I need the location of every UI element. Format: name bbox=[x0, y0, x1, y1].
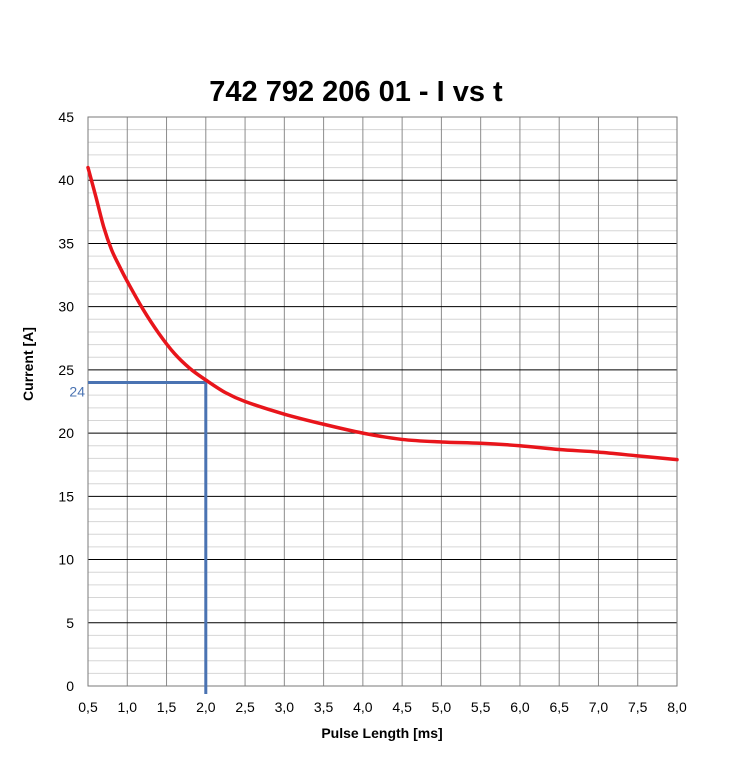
x-tick-label: 3,0 bbox=[275, 699, 295, 715]
x-tick-label: 7,5 bbox=[628, 699, 648, 715]
x-axis-ticks: 0,5 1,0 1,5 2,0 2,5 3,0 3,5 4,0 4,5 5,0 5,5 6,0 6,5 7… bbox=[78, 699, 687, 715]
value-marker: 24 bbox=[69, 381, 208, 694]
y-tick-label: 35 bbox=[58, 235, 74, 251]
x-tick-label: 1,5 bbox=[157, 699, 177, 715]
plot-series bbox=[86, 165, 679, 462]
y-tick-label: 5 bbox=[66, 615, 74, 631]
x-tick-label: 3,5 bbox=[314, 699, 334, 715]
x-tick-label: 2,0 bbox=[196, 699, 216, 715]
x-tick-label: 5,0 bbox=[432, 699, 452, 715]
marker-label: 24 bbox=[69, 384, 85, 400]
y-tick-label: 10 bbox=[58, 552, 74, 568]
y-axis-title: Current [A] bbox=[20, 327, 36, 401]
x-axis-title: Pulse Length [ms] bbox=[321, 725, 442, 741]
y-tick-label: 20 bbox=[58, 425, 74, 441]
y-tick-label: 25 bbox=[58, 362, 74, 378]
x-tick-label: 0,5 bbox=[78, 699, 98, 715]
y-tick-label: 45 bbox=[58, 109, 74, 125]
x-tick-label: 8,0 bbox=[667, 699, 687, 715]
x-tick-label: 4,5 bbox=[392, 699, 412, 715]
minor-gridlines bbox=[88, 129, 677, 674]
y-tick-label: 30 bbox=[58, 299, 74, 315]
x-tick-label: 4,0 bbox=[353, 699, 373, 715]
x-tick-label: 5,5 bbox=[471, 699, 491, 715]
y-axis-ticks: 0 5 10 15 20 25 30 35 40 45 bbox=[58, 109, 74, 694]
y-tick-label: 15 bbox=[58, 488, 74, 504]
x-tick-label: 1,0 bbox=[118, 699, 138, 715]
x-tick-label: 2,5 bbox=[235, 699, 255, 715]
chart-title: 742 792 206 01 - I vs t bbox=[209, 76, 503, 108]
x-tick-label: 6,0 bbox=[510, 699, 530, 715]
y-tick-label: 40 bbox=[58, 172, 74, 188]
x-tick-label: 6,5 bbox=[549, 699, 569, 715]
series-line bbox=[86, 165, 679, 462]
plot-border bbox=[87, 116, 678, 687]
major-gridlines bbox=[87, 116, 678, 687]
y-tick-label: 0 bbox=[66, 678, 74, 694]
x-tick-label: 7,0 bbox=[589, 699, 609, 715]
